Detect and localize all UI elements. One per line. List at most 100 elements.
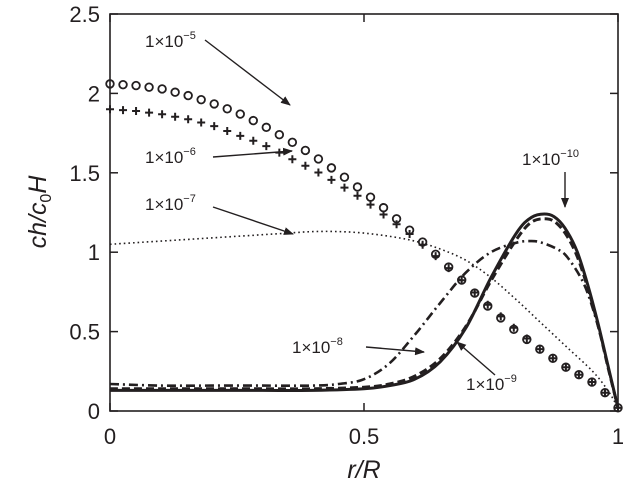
series-1-point-19 xyxy=(352,182,363,192)
series-2-point-11 xyxy=(249,136,258,145)
series-1-point-21 xyxy=(378,203,389,213)
annotation-arrow-4 xyxy=(365,346,425,356)
series-1-point-10 xyxy=(235,109,245,119)
x-tick-label-2: 1 xyxy=(612,424,623,449)
annotation-arrow-5 xyxy=(456,341,496,376)
series-2-point-28 xyxy=(470,288,479,297)
y-tick-label-1: 0.5 xyxy=(69,320,100,345)
y-tick-label-3: 1.5 xyxy=(69,161,100,186)
x-axis-ticks: 0 0.5 1 xyxy=(104,14,623,449)
annotation-base-2: 1×10 xyxy=(145,148,183,167)
annotation-label-1: 1×10−5 xyxy=(145,30,196,51)
annotation-base-1: 1×10 xyxy=(145,32,183,51)
series-4 xyxy=(109,239,620,409)
annotation-label-6: 1×10−10 xyxy=(522,148,579,169)
series-1 xyxy=(105,79,623,413)
series-2-point-0 xyxy=(106,105,114,114)
series-3-line xyxy=(109,230,619,409)
y-axis-ticks: 0 0.5 1 1.5 2 2.5 xyxy=(69,2,618,424)
series-2-point-23 xyxy=(405,229,414,238)
series-1-point-0 xyxy=(105,79,115,89)
annotation-exponent-6: −10 xyxy=(560,148,579,160)
series-1-point-16 xyxy=(313,154,324,164)
series-2-point-14 xyxy=(288,155,297,164)
series-1-point-20 xyxy=(365,192,376,202)
x-axis-label: r/R xyxy=(347,456,380,484)
series-2-point-12 xyxy=(262,142,271,151)
annotation-label-3: 1×10−7 xyxy=(145,193,196,214)
series-1-point-15 xyxy=(300,145,311,156)
series-2-point-3 xyxy=(145,108,154,117)
series-2-point-37 xyxy=(587,378,596,387)
series-1-point-14 xyxy=(287,137,298,148)
series-2-point-17 xyxy=(327,175,336,184)
annotation-base-5: 1×10 xyxy=(466,375,504,394)
annotation-label-5: 1×10−9 xyxy=(466,373,517,394)
y-tick-label-4: 2 xyxy=(88,81,100,106)
annotation-base-6: 1×10 xyxy=(522,150,560,169)
series-1-point-2 xyxy=(131,80,141,91)
series-2-point-25 xyxy=(431,252,440,261)
y-tick-label-5: 2.5 xyxy=(69,2,100,27)
series-4-line xyxy=(109,239,620,409)
series-1-point-9 xyxy=(222,104,232,114)
y-axis-label: ch/c0H xyxy=(24,175,55,249)
series-2-point-34 xyxy=(548,354,557,363)
series-2-point-6 xyxy=(184,115,193,124)
annotation-exponent-3: −7 xyxy=(183,193,196,205)
series-3 xyxy=(109,230,619,409)
series-2-point-38 xyxy=(600,388,609,397)
series-2-point-8 xyxy=(210,122,219,131)
series-2-point-29 xyxy=(483,300,492,309)
series-2-point-35 xyxy=(561,363,570,372)
series-2-point-19 xyxy=(353,191,362,200)
series-2-point-10 xyxy=(236,131,245,140)
series-2-point-32 xyxy=(522,334,531,343)
annotation-base-4: 1×10 xyxy=(292,338,330,357)
annotation-arrow-2 xyxy=(212,147,293,158)
annotation-exponent-2: −6 xyxy=(183,146,196,158)
annotation-label-4: 1×10−8 xyxy=(292,336,343,357)
series-2-point-33 xyxy=(535,345,544,354)
y-axis-label-subscript: 0 xyxy=(38,194,55,203)
series-2-point-4 xyxy=(158,110,167,119)
y-tick-label-2: 1 xyxy=(88,240,100,265)
annotation-base-3: 1×10 xyxy=(145,195,183,214)
series-2-point-5 xyxy=(171,112,180,121)
annotation-exponent-5: −9 xyxy=(504,373,517,385)
series-2-point-20 xyxy=(366,200,375,209)
series-1-point-18 xyxy=(339,172,350,182)
annotation-arrow-3 xyxy=(212,206,294,235)
series-1-point-8 xyxy=(209,99,219,109)
y-tick-label-0: 0 xyxy=(88,399,100,424)
annotation-exponent-4: −8 xyxy=(330,336,343,348)
series-1-point-7 xyxy=(196,94,206,105)
series-2-point-2 xyxy=(132,106,141,115)
series-2-point-18 xyxy=(340,183,349,192)
series-1-point-5 xyxy=(170,87,180,97)
series-2-point-22 xyxy=(392,220,401,229)
series-1-point-11 xyxy=(248,115,258,126)
series-1-point-12 xyxy=(261,122,272,133)
series-1-point-3 xyxy=(144,82,154,92)
series-6-line xyxy=(110,212,620,409)
series-6 xyxy=(110,212,620,409)
y-axis-label-h: H xyxy=(24,175,52,194)
series-1-point-4 xyxy=(157,84,167,94)
series-layer xyxy=(105,79,623,413)
series-2-point-26 xyxy=(444,264,453,273)
series-1-point-6 xyxy=(183,90,193,101)
series-2-point-36 xyxy=(574,370,583,379)
series-2-point-16 xyxy=(314,168,323,177)
series-2-point-30 xyxy=(496,312,505,321)
series-2-point-21 xyxy=(379,210,388,219)
series-2-point-15 xyxy=(301,161,310,170)
series-1-point-13 xyxy=(274,129,285,140)
series-2-point-31 xyxy=(509,323,518,332)
series-1-point-17 xyxy=(326,163,337,173)
annotation-label-2: 1×10−6 xyxy=(145,146,196,167)
x-tick-label-1: 0.5 xyxy=(349,424,380,449)
y-axis-label-ch: ch/c xyxy=(24,202,52,248)
series-1-point-1 xyxy=(118,79,128,90)
